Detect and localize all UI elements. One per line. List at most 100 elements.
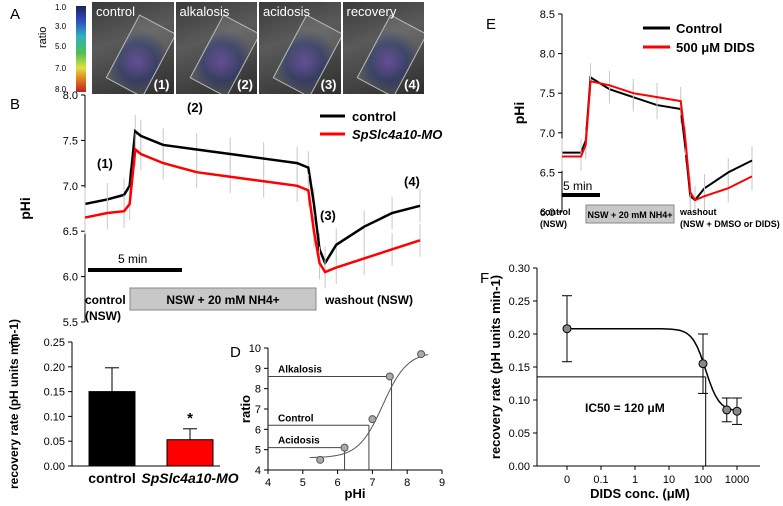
phase-label-control: control	[85, 293, 126, 307]
y-tick-label: 6.5	[540, 167, 555, 179]
panel-letter-e: E	[486, 16, 497, 33]
panel-letter-a: A	[10, 6, 21, 23]
y-tick-label: 7.5	[63, 135, 78, 147]
tile-label: acidosis	[263, 4, 310, 19]
data-point	[698, 359, 708, 369]
x-category-label: SpSlc4a10-MO	[141, 470, 238, 486]
data-point	[732, 406, 742, 416]
data-point	[722, 405, 732, 415]
y-tick-label: 0.15	[44, 387, 65, 399]
x-category-label: control	[88, 470, 135, 486]
data-point	[368, 415, 377, 424]
bar-mo	[166, 439, 214, 467]
phase-label-control: control	[540, 207, 571, 217]
tile-label: control	[96, 4, 136, 19]
y-tick-label: 0.20	[44, 362, 65, 374]
y-tick-label: 0.25	[44, 337, 65, 349]
ratio-tick: 5.0	[55, 42, 67, 51]
legend-label-control: Control	[676, 21, 722, 36]
phase-label-washout: washout	[679, 207, 717, 217]
data-point	[385, 372, 394, 381]
y-tick-label: 0.10	[509, 395, 530, 407]
x-tick-label: 6	[335, 477, 341, 489]
y-axis-label: recovery rate (pH units min-1)	[488, 275, 503, 459]
y-tick-label: 9	[255, 363, 261, 375]
x-tick-label: 100	[694, 474, 712, 486]
panel-letter-c: C	[10, 334, 21, 351]
y-tick-label: 0.20	[509, 329, 530, 341]
y-tick-label: 0.00	[509, 461, 530, 473]
image-tile-control: control (1)	[92, 2, 174, 94]
y-axis-label: ratio	[238, 395, 253, 423]
x-tick-label: 7	[369, 477, 375, 489]
ratio-tick: 1.0	[55, 3, 67, 12]
y-tick-label: 8	[255, 384, 261, 396]
panel-b-chart: 5.56.06.57.07.58.0pHicontrolSpSlc4a10-MO…	[17, 90, 442, 329]
y-tick-label: 0.10	[44, 411, 65, 423]
fit-curve	[567, 327, 740, 412]
x-tick-label: 10	[663, 474, 675, 486]
legend-label-control: control	[352, 109, 396, 124]
y-axis-label: pHi	[17, 197, 33, 220]
series-line-dids	[562, 80, 753, 202]
x-tick-label: 5	[300, 477, 306, 489]
treatment-label: NSW + 20 mM NH4+	[166, 293, 279, 307]
y-tick-label: 6.0	[540, 207, 555, 219]
phase-label-washout-sub: (NSW + DMSO or DIDS)	[680, 219, 780, 229]
series-line-control	[84, 128, 421, 266]
image-strip: control (1) alkalosis (2) acidosis (3) reco…	[92, 2, 424, 94]
timepoint-label: (2)	[187, 100, 203, 115]
treatment-bar	[129, 287, 317, 311]
x-tick-label: 8	[404, 477, 410, 489]
y-tick-label: 8.5	[540, 9, 555, 21]
image-tile-alkalosis: alkalosis (2)	[175, 2, 257, 94]
y-tick-label: 5.5	[63, 317, 78, 329]
image-tile-recovery: recovery (4)	[342, 2, 424, 94]
x-tick-label: 9	[439, 477, 445, 489]
y-tick-label: 10	[249, 343, 261, 355]
panel-e-chart: 6.0 6.5 7.0 7.5 8.0 8.5 pHi Control 500 μM DIDS 5…	[511, 9, 780, 229]
image-tile-acidosis: acidosis (3)	[259, 2, 341, 94]
phase-label-washout: washout (NSW)	[324, 293, 413, 307]
data-point	[562, 324, 572, 334]
series-line-control	[562, 75, 753, 202]
panel-f-chart: 0.00 0.05 0.10 0.15 0.20 0.25 0.30 0 0.1 1 10 100 10…	[488, 263, 760, 501]
y-tick-label: 0.25	[509, 296, 530, 308]
ratio-colorbar-label: ratio	[37, 26, 49, 48]
tile-label: recovery	[346, 4, 397, 19]
y-tick-label: 5	[255, 445, 261, 457]
x-axis-label: DIDS conc. (μM)	[590, 486, 690, 501]
x-tick-label: 4	[265, 477, 271, 489]
data-point	[316, 455, 325, 464]
ratio-tick: 3.0	[55, 22, 67, 31]
x-tick-label: 0	[564, 474, 570, 486]
y-tick-label: 0.05	[509, 428, 530, 440]
tile-number: (4)	[404, 77, 420, 92]
panel-letter-b: B	[10, 96, 21, 113]
treatment-label: NSW + 20 mM NH4+	[587, 210, 672, 220]
scale-bar-label: 5 min	[118, 252, 147, 266]
y-tick-label: 7.0	[540, 128, 555, 140]
y-tick-label: 6	[255, 424, 261, 436]
timepoint-label: (4)	[404, 174, 420, 189]
ratio-colorbar	[76, 6, 86, 92]
scale-bar-label: 5 min	[563, 179, 592, 193]
x-axis-label: pHi	[345, 486, 366, 501]
legend-label-mo: SpSlc4a10-MO	[352, 127, 442, 142]
y-tick-label: 0.05	[44, 436, 65, 448]
tile-label: alkalosis	[179, 4, 230, 19]
legend-label-dids: 500 μM DIDS	[676, 40, 755, 55]
tile-number: (2)	[237, 77, 253, 92]
ratio-tick: 8.0	[55, 85, 67, 94]
y-tick-label: 7	[255, 404, 261, 416]
reference-label: Alkalosis	[278, 364, 322, 375]
bar-control	[88, 391, 136, 467]
y-tick-label: 0.00	[44, 461, 65, 473]
y-tick-label: 6.0	[63, 272, 78, 284]
phase-label-control-sub: (NSW)	[85, 309, 121, 323]
timepoint-label: (3)	[320, 208, 336, 223]
reference-label: Control	[278, 413, 314, 424]
series-line-mo	[84, 147, 421, 274]
tile-number: (3)	[320, 77, 337, 92]
y-tick-label: 0.30	[509, 263, 530, 275]
